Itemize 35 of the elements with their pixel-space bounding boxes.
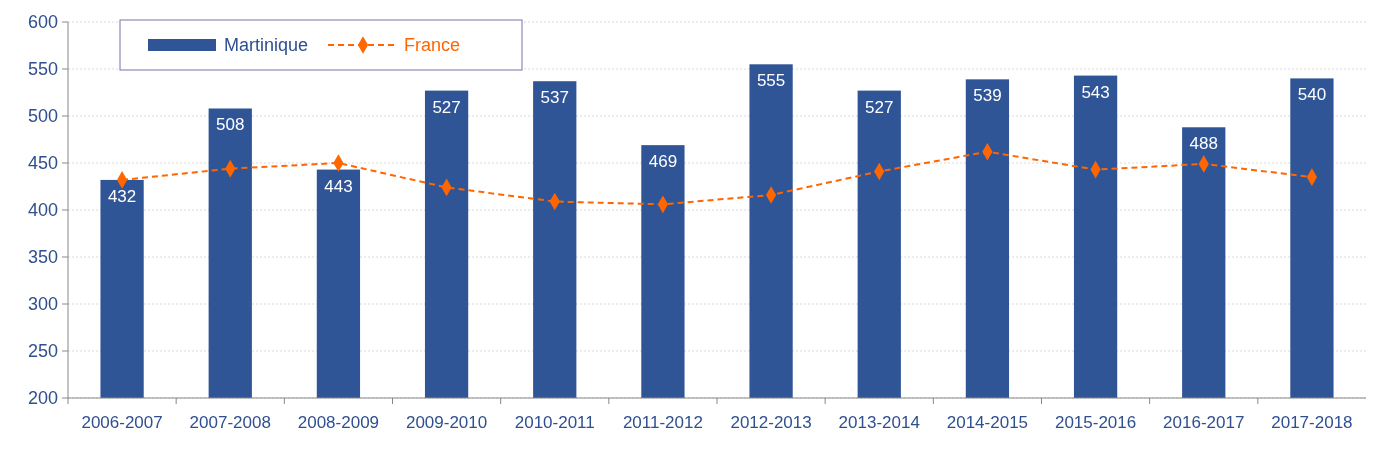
y-tick-label: 550 <box>27 59 58 79</box>
y-tick-label: 300 <box>27 294 58 314</box>
legend-label: Martinique <box>224 35 309 55</box>
legend-label: France <box>404 35 461 55</box>
data-label: 443 <box>324 176 353 196</box>
data-label: 543 <box>1081 82 1110 102</box>
x-tick-label: 2012-2013 <box>730 413 812 432</box>
x-tick-label: 2013-2014 <box>838 413 920 432</box>
x-tick-label: 2009-2010 <box>405 413 488 432</box>
x-tick-label: 2007-2008 <box>189 413 271 432</box>
data-label: 432 <box>107 186 137 206</box>
data-label: 488 <box>1189 134 1218 154</box>
data-label: 539 <box>973 86 1002 106</box>
y-tick-label: 400 <box>27 200 58 220</box>
data-label: 469 <box>648 152 678 172</box>
x-tick-label: 2014-2015 <box>946 413 1029 432</box>
x-tick-label: 2011-2012 <box>622 413 703 432</box>
x-tick-label: 2010-2011 <box>514 413 595 432</box>
y-tick-label: 600 <box>27 12 58 32</box>
data-label: 537 <box>540 88 569 108</box>
x-tick-label: 2017-2018 <box>1271 413 1353 432</box>
y-tick-label: 200 <box>27 388 58 408</box>
x-tick-label: 2008-2009 <box>297 413 380 432</box>
x-tick-label: 2006-2007 <box>81 413 163 432</box>
x-tick-label: 2016-2017 <box>1163 413 1245 432</box>
y-tick-label: 350 <box>27 247 58 267</box>
y-tick-label: 500 <box>27 106 58 126</box>
y-tick-label: 450 <box>27 153 58 173</box>
data-label: 527 <box>432 97 461 117</box>
x-tick-label: 2015-2016 <box>1054 413 1137 432</box>
data-label: 555 <box>756 71 786 91</box>
data-label: 540 <box>1297 85 1327 105</box>
data-label: 527 <box>865 97 894 117</box>
y-tick-label: 250 <box>27 341 58 361</box>
data-label: 508 <box>216 115 245 135</box>
